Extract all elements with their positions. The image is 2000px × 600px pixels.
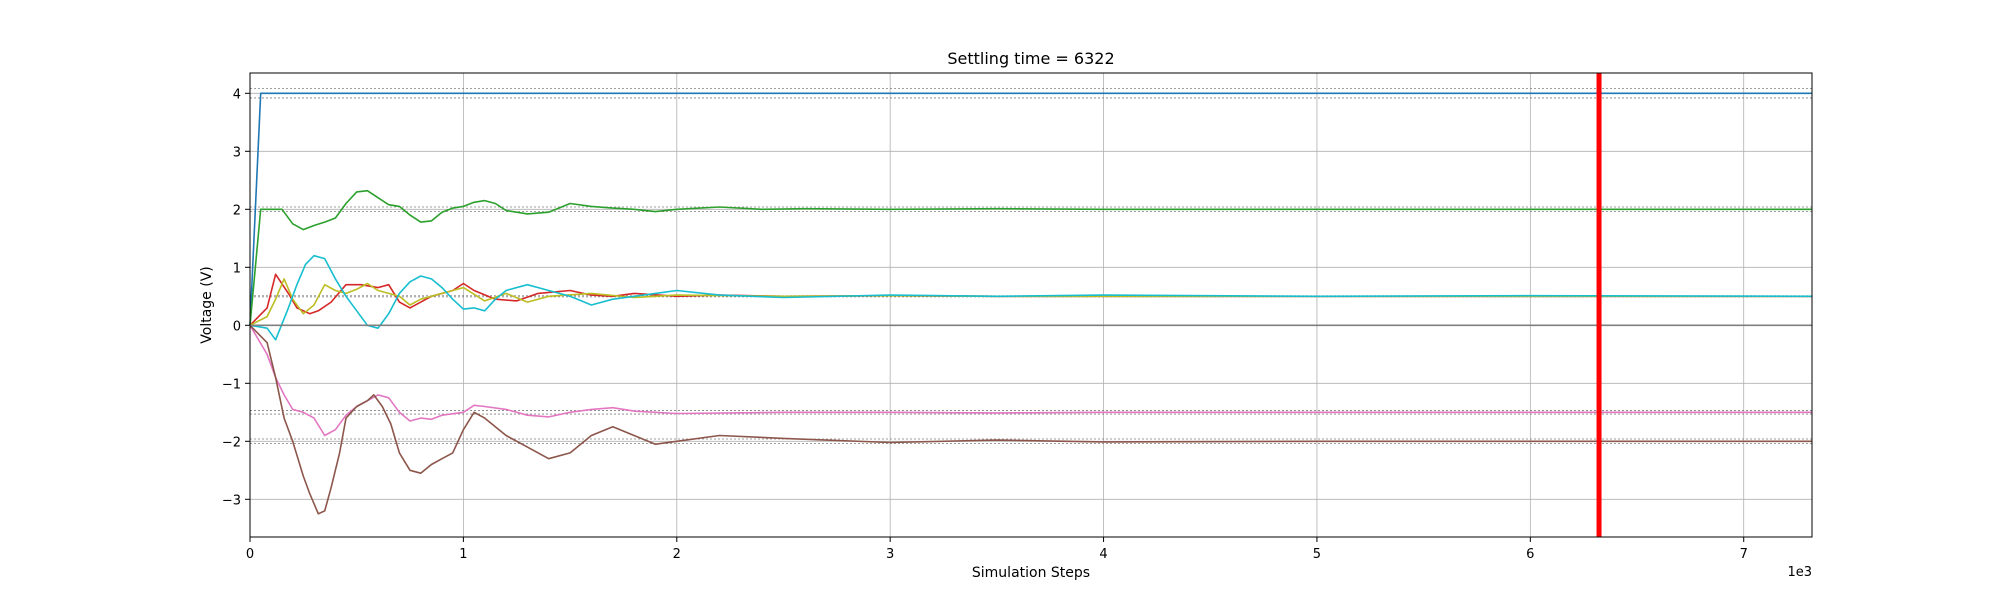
y-tick-label: −1 (222, 377, 241, 392)
series-line (249, 189, 1812, 326)
series-line (249, 92, 1812, 326)
y-tick-label: 4 (233, 87, 241, 102)
series-line (249, 324, 1812, 437)
y-axis-label: Voltage (V) (199, 266, 215, 343)
grid (249, 73, 1812, 537)
reference-levels (250, 88, 1812, 445)
y-tick-label: 3 (233, 145, 241, 160)
x-tick-label: 3 (886, 547, 894, 562)
y-tick-label: −3 (222, 493, 241, 508)
y-tick-label: −2 (222, 435, 241, 450)
x-axis-offset-label: 1e3 (1787, 565, 1812, 580)
x-tick-label: 6 (1526, 547, 1534, 562)
series-line (249, 324, 1812, 515)
x-tick-label: 4 (1099, 547, 1107, 562)
x-tick-label: 1 (459, 547, 467, 562)
series-line (249, 278, 1812, 327)
chart-title: Settling time = 6322 (947, 49, 1114, 68)
y-axis-ticks: −3 −2 −1 0 1 2 3 4 (222, 87, 250, 508)
x-axis-label: Simulation Steps (972, 565, 1090, 581)
x-axis-ticks: 0 1 2 3 4 5 6 7 (246, 537, 1748, 562)
series-lines (249, 92, 1813, 515)
plot-frame (249, 72, 1813, 538)
y-tick-label: 2 (233, 203, 241, 218)
series-line (249, 254, 1813, 341)
y-tick-label: 1 (233, 261, 241, 276)
x-tick-label: 2 (673, 547, 681, 562)
x-tick-label: 5 (1313, 547, 1321, 562)
y-tick-label: 0 (233, 319, 241, 334)
x-tick-label: 0 (246, 547, 254, 562)
x-tick-label: 7 (1740, 547, 1748, 562)
